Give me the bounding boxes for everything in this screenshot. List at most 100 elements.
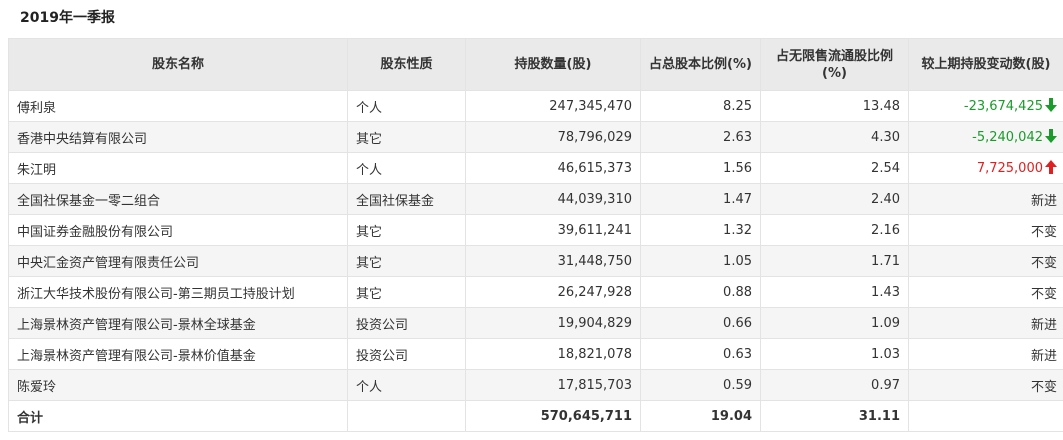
pct-float: 13.48 [760, 90, 909, 122]
section-title: 2019年一季报 [0, 0, 1063, 36]
shareholder-type: 全国社保基金 [347, 183, 466, 215]
pct-float: 2.16 [760, 214, 909, 246]
shareholder-name: 浙江大华技术股份有限公司-第三期员工持股计划 [8, 276, 348, 308]
pct-float: 1.09 [760, 307, 909, 339]
table-row: 中央汇金资产管理有限责任公司 其它 31,448,750 1.05 1.71 不变 [8, 245, 1063, 277]
total-shares: 570,645,711 [465, 400, 641, 432]
table-row: 上海景林资产管理有限公司-景林全球基金 投资公司 19,904,829 0.66 1.0… [8, 307, 1063, 339]
table-header: 股东名称 股东性质 持股数量(股) 占总股本比例(%) 占无限售流通股比例(%)… [8, 38, 1063, 91]
shareholder-type: 投资公司 [347, 307, 466, 339]
shares-held: 247,345,470 [465, 90, 641, 122]
change-cell: 不变 [908, 214, 1063, 246]
change-value: 新进 [1030, 348, 1057, 364]
shares-held: 39,611,241 [465, 214, 641, 246]
change-cell: -5,240,042 [908, 121, 1063, 153]
shareholder-type: 个人 [347, 369, 466, 401]
col-header-type: 股东性质 [347, 38, 466, 91]
pct-float: 4.30 [760, 121, 909, 153]
shares-held: 78,796,029 [465, 121, 641, 153]
table-body: 傅利泉 个人 247,345,470 8.25 13.48 -23,674,425 香港中央… [8, 90, 1063, 432]
table-row: 朱江明 个人 46,615,373 1.56 2.54 7,725,000 [8, 152, 1063, 184]
shares-held: 46,615,373 [465, 152, 641, 184]
shares-held: 17,815,703 [465, 369, 641, 401]
shareholder-type: 个人 [347, 90, 466, 122]
shareholder-name: 香港中央结算有限公司 [8, 121, 348, 153]
shareholder-name: 全国社保基金一零二组合 [8, 183, 348, 215]
shares-held: 19,904,829 [465, 307, 641, 339]
total-change-empty [908, 400, 1063, 432]
pct-total: 0.66 [640, 307, 761, 339]
change-cell: 不变 [908, 245, 1063, 277]
shareholder-type: 其它 [347, 245, 466, 277]
shareholder-name: 朱江明 [8, 152, 348, 184]
pct-total: 1.56 [640, 152, 761, 184]
shareholder-type: 其它 [347, 121, 466, 153]
shares-held: 44,039,310 [465, 183, 641, 215]
shareholder-name: 陈爱玲 [8, 369, 348, 401]
change-cell: 新进 [908, 338, 1063, 370]
total-row: 合计 570,645,711 19.04 31.11 [8, 400, 1063, 432]
pct-total: 1.32 [640, 214, 761, 246]
arrow-up-icon [1045, 160, 1057, 174]
arrow-down-icon [1045, 129, 1057, 143]
total-pct-float: 31.11 [760, 400, 909, 432]
total-label: 合计 [8, 400, 348, 432]
change-cell: 不变 [908, 369, 1063, 401]
pct-total: 0.59 [640, 369, 761, 401]
arrow-down-icon [1045, 98, 1057, 112]
pct-total: 0.88 [640, 276, 761, 308]
change-cell: 7,725,000 [908, 152, 1063, 184]
col-header-pct-float: 占无限售流通股比例(%) [760, 38, 909, 91]
change-cell: -23,674,425 [908, 90, 1063, 122]
shareholder-table: 股东名称 股东性质 持股数量(股) 占总股本比例(%) 占无限售流通股比例(%)… [8, 38, 1063, 432]
pct-total: 0.63 [640, 338, 761, 370]
pct-total: 2.63 [640, 121, 761, 153]
change-cell: 新进 [908, 183, 1063, 215]
col-header-shares: 持股数量(股) [465, 38, 641, 91]
pct-float: 0.97 [760, 369, 909, 401]
change-value: -5,240,042 [972, 130, 1043, 145]
shareholder-type: 投资公司 [347, 338, 466, 370]
table-row: 陈爱玲 个人 17,815,703 0.59 0.97 不变 [8, 369, 1063, 401]
change-cell: 不变 [908, 276, 1063, 308]
change-value: 新进 [1030, 317, 1057, 333]
change-cell: 新进 [908, 307, 1063, 339]
pct-total: 1.47 [640, 183, 761, 215]
table-row: 中国证券金融股份有限公司 其它 39,611,241 1.32 2.16 不变 [8, 214, 1063, 246]
pct-total: 8.25 [640, 90, 761, 122]
shares-held: 26,247,928 [465, 276, 641, 308]
pct-float: 2.54 [760, 152, 909, 184]
change-value: -23,674,425 [963, 99, 1043, 114]
col-header-name: 股东名称 [8, 38, 348, 91]
shareholder-type: 个人 [347, 152, 466, 184]
pct-float: 2.40 [760, 183, 909, 215]
table-row: 上海景林资产管理有限公司-景林价值基金 投资公司 18,821,078 0.63 1.0… [8, 338, 1063, 370]
total-type-empty [347, 400, 466, 432]
shareholder-type: 其它 [347, 214, 466, 246]
change-value: 不变 [1030, 379, 1057, 395]
change-value: 新进 [1030, 193, 1057, 209]
shareholder-name: 中国证券金融股份有限公司 [8, 214, 348, 246]
pct-float: 1.03 [760, 338, 909, 370]
change-value: 不变 [1030, 224, 1057, 240]
pct-total: 1.05 [640, 245, 761, 277]
table-row: 香港中央结算有限公司 其它 78,796,029 2.63 4.30 -5,240,042 [8, 121, 1063, 153]
shareholder-name: 上海景林资产管理有限公司-景林全球基金 [8, 307, 348, 339]
shareholder-type: 其它 [347, 276, 466, 308]
pct-float: 1.71 [760, 245, 909, 277]
change-value: 不变 [1030, 255, 1057, 271]
shares-held: 31,448,750 [465, 245, 641, 277]
change-value: 7,725,000 [976, 161, 1043, 176]
shares-held: 18,821,078 [465, 338, 641, 370]
pct-float: 1.43 [760, 276, 909, 308]
table-row: 全国社保基金一零二组合 全国社保基金 44,039,310 1.47 2.40 新进 [8, 183, 1063, 215]
table-row: 傅利泉 个人 247,345,470 8.25 13.48 -23,674,425 [8, 90, 1063, 122]
table-row: 浙江大华技术股份有限公司-第三期员工持股计划 其它 26,247,928 0.88 1.… [8, 276, 1063, 308]
shareholder-name: 傅利泉 [8, 90, 348, 122]
shareholder-name: 上海景林资产管理有限公司-景林价值基金 [8, 338, 348, 370]
col-header-change: 较上期持股变动数(股) [908, 38, 1063, 91]
shareholder-name: 中央汇金资产管理有限责任公司 [8, 245, 348, 277]
total-pct-total: 19.04 [640, 400, 761, 432]
change-value: 不变 [1030, 286, 1057, 302]
